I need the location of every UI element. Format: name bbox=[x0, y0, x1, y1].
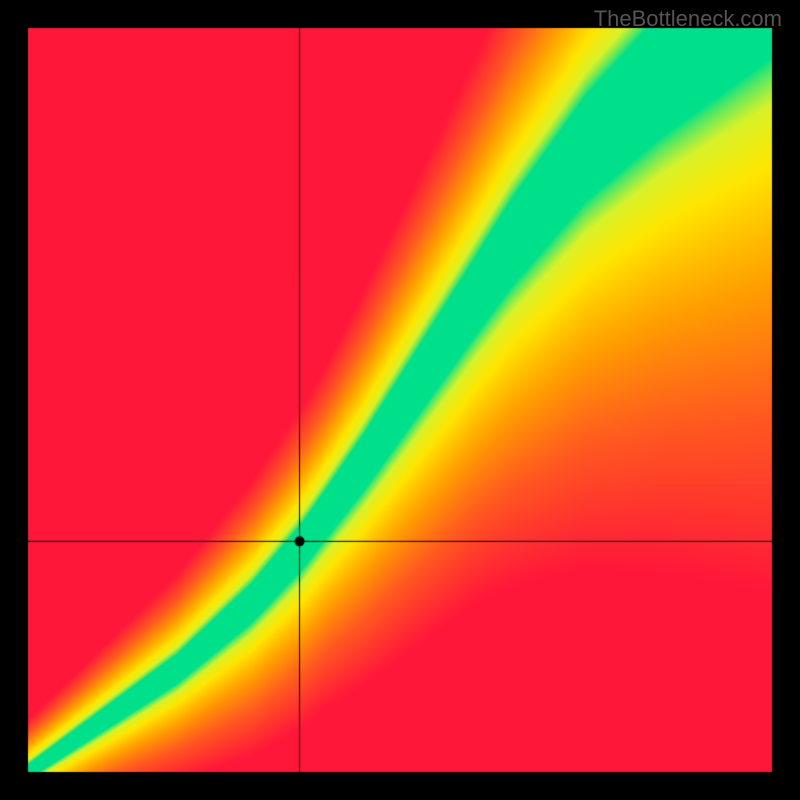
bottleneck-heatmap bbox=[0, 0, 800, 800]
watermark-text: TheBottleneck.com bbox=[594, 6, 782, 32]
chart-container: TheBottleneck.com bbox=[0, 0, 800, 800]
